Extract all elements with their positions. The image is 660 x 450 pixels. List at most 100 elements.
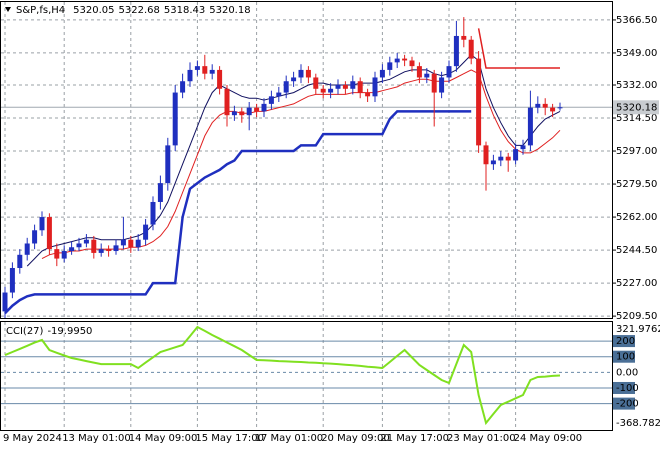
candle-body [83,239,89,244]
price-box [613,100,659,115]
x-tick-label: 20 May 09:00 [321,433,390,444]
candle-body [231,111,237,116]
candle-body [550,107,556,112]
cci-tick-label: 200 [616,336,635,347]
cci-level-box [613,335,635,348]
candle-body [9,268,15,293]
cci-header: CCI(27) -19.9950 [6,326,92,337]
cci-panel-border [0,321,613,431]
candle-body [239,111,245,116]
candle-body [172,92,178,146]
candle-body [91,239,97,253]
candle-body [527,107,533,146]
candle-body [468,39,474,59]
candle-body [98,249,104,253]
open-value: 5320.05 [73,5,114,16]
candle-body [394,58,400,63]
candle-body [476,58,482,146]
x-tick-label: 15 May 17:00 [195,433,264,444]
y-tick-label: 5297.00 [616,146,657,157]
labels: 5366.50 5349.00 5332.00 5314.50 5297.00 5279.… [3,15,660,444]
candle-body [387,62,393,70]
candle-body [305,69,311,78]
candle-body [342,85,348,89]
candle-body [24,243,30,255]
candle-body [513,149,519,161]
indicator-line [4,110,472,315]
candle-body [409,60,415,67]
candle-body [372,77,378,97]
candle-body [350,81,356,89]
cci-level-box [613,381,635,394]
candle-body [113,245,119,252]
candle-body [313,77,319,89]
high-value: 5322.68 [119,5,160,16]
candle-body [483,145,489,165]
candle-body [224,88,230,116]
candle-body [61,251,67,259]
y-tick-label: 5262.00 [616,212,657,223]
indicator-line [477,28,560,69]
candle-body [461,35,467,40]
y-tick-label: 5314.50 [616,113,657,124]
header: S&P,fs,H4 5320.05 5322.68 5318.43 5320.18 [16,5,251,16]
candle-body [165,145,171,184]
cci-tick-label: -368.7825 [616,418,660,429]
y-tick-label: 5209.50 [616,311,657,322]
cci-tick-label: 321.9762 [616,324,660,335]
candle-body [520,145,526,150]
candle-body [209,69,215,74]
candle-body [217,69,223,89]
candle-body [357,81,363,93]
price-panel-border [0,1,613,319]
candle-body [453,35,459,67]
candle-body [379,69,385,78]
price-box-label: 5320.18 [616,102,657,113]
cci-tick-label: -200 [616,399,639,410]
candle-body [439,77,445,93]
candle-body [365,92,371,97]
x-tick-label: 24 May 09:00 [514,433,583,444]
candle-body [490,160,496,165]
candle-body [246,107,252,116]
candles [2,17,563,319]
cci-tick-label: 100 [616,352,635,363]
candle-body [416,66,422,78]
cci-name: CCI(27) [6,326,44,337]
candle-body [39,217,45,231]
candle-body [431,73,437,93]
y-tick-label: 5227.00 [616,278,657,289]
candle-body [542,103,548,108]
cci-last-value: -19.9950 [47,326,92,337]
candle-body [2,292,8,312]
candle-body [261,103,267,112]
candle-body [298,69,304,78]
candle-body [335,85,341,89]
candle-body [157,183,163,202]
candle-body [76,243,82,248]
candle-body [143,224,149,240]
candle-body [194,66,200,70]
grid [1,2,616,430]
indicator-line [41,69,561,260]
candle-body [32,230,38,244]
candle-body [128,239,134,248]
candle-body [268,96,274,104]
x-tick-label: 14 May 09:00 [129,433,198,444]
candle-body [446,66,452,78]
candle-body [54,249,60,259]
cci-tick-label: 0.00 [616,367,638,378]
y-tick-label: 5244.50 [616,245,657,256]
x-tick-label: 9 May 2024 [3,433,62,444]
cci-line [4,325,561,426]
candle-body [17,254,23,269]
y-tick-label: 5349.00 [616,48,657,59]
candle-body [254,107,260,112]
candle-body [69,247,75,252]
candle-body [424,73,430,78]
y-tick-label: 5279.50 [616,179,657,190]
candle-body [557,107,563,109]
cci-tick-label: -100 [616,383,639,394]
